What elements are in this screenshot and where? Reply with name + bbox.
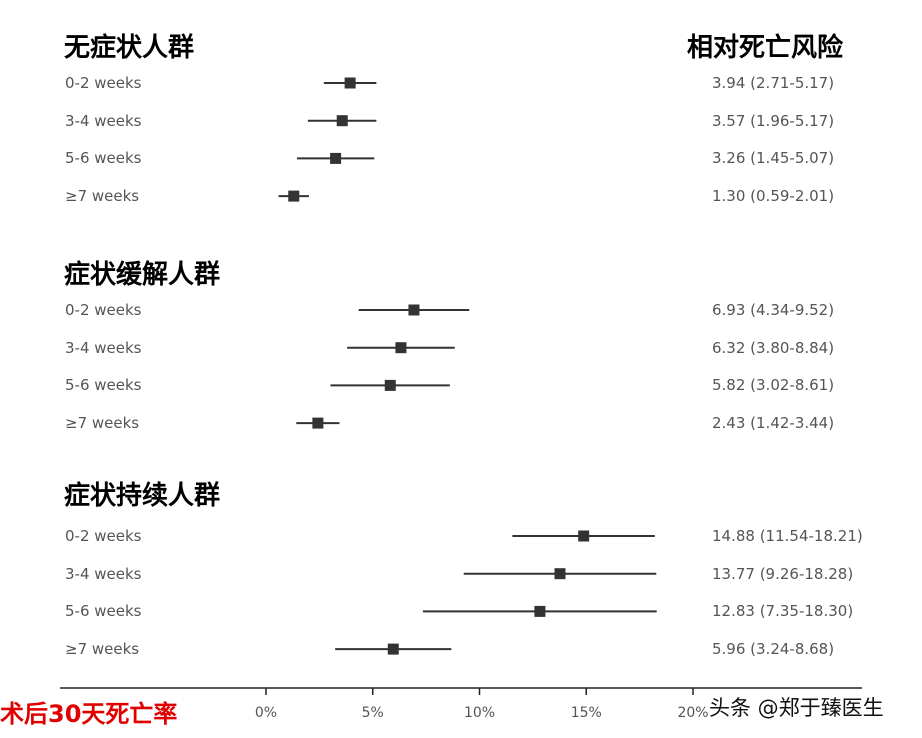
- group-title: 症状缓解人群: [64, 260, 221, 290]
- row-label: 0-2 weeks: [65, 301, 142, 319]
- relative-risk-value: 3.57 (1.96-5.17): [712, 111, 835, 130]
- row-label: 5-6 weeks: [65, 602, 142, 621]
- relative-risk-header: 相对死亡风险: [687, 33, 844, 63]
- row-label: ≥7 weeks: [65, 640, 140, 659]
- row-label: 0-2 weeks: [65, 527, 142, 545]
- x-axis-title: 术后30天死亡率: [0, 700, 178, 728]
- point-estimate-marker: [336, 115, 348, 127]
- point-estimate-marker: [312, 417, 324, 429]
- point-estimate-marker: [554, 568, 566, 580]
- group-title: 症状持续人群: [64, 481, 221, 511]
- row-label: 3-4 weeks: [65, 111, 142, 130]
- row-label: 5-6 weeks: [65, 376, 142, 395]
- x-tick-label: 15%: [571, 705, 602, 721]
- row-label: 5-6 weeks: [65, 149, 142, 168]
- relative-risk-value: 3.94 (2.71-5.17): [712, 74, 835, 92]
- point-estimate-marker: [395, 342, 407, 354]
- point-estimate-marker: [288, 190, 300, 202]
- relative-risk-value: 5.82 (3.02-8.61): [712, 376, 835, 395]
- row-label: 0-2 weeks: [65, 74, 142, 92]
- point-estimate-marker: [534, 605, 546, 617]
- group-title: 无症状人群: [64, 33, 195, 63]
- x-tick-label: 20%: [677, 705, 708, 721]
- relative-risk-value: 2.43 (1.42-3.44): [712, 414, 835, 433]
- point-estimate-marker: [384, 379, 396, 391]
- row-label: ≥7 weeks: [65, 414, 140, 433]
- point-estimate-marker: [387, 643, 399, 655]
- relative-risk-value: 12.83 (7.35-18.30): [712, 602, 854, 621]
- point-estimate-marker: [578, 530, 590, 542]
- row-label: 3-4 weeks: [65, 338, 142, 357]
- relative-risk-value: 1.30 (0.59-2.01): [712, 187, 835, 206]
- relative-risk-value: 3.26 (1.45-5.07): [712, 149, 835, 168]
- relative-risk-value: 6.32 (3.80-8.84): [712, 338, 835, 357]
- point-estimate-marker: [344, 77, 356, 89]
- watermark: 头条 @郑于臻医生: [709, 696, 884, 720]
- relative-risk-value: 6.93 (4.34-9.52): [712, 301, 835, 319]
- relative-risk-value: 5.96 (3.24-8.68): [712, 640, 835, 659]
- x-tick-label: 5%: [362, 705, 384, 721]
- x-tick-label: 10%: [464, 705, 495, 721]
- point-estimate-marker: [408, 304, 420, 316]
- x-tick-label: 0%: [255, 705, 277, 721]
- point-estimate-marker: [330, 152, 342, 164]
- row-label: 3-4 weeks: [65, 564, 142, 583]
- relative-risk-value: 14.88 (11.54-18.21): [712, 527, 863, 545]
- relative-risk-value: 13.77 (9.26-18.28): [712, 564, 854, 583]
- row-label: ≥7 weeks: [65, 187, 140, 206]
